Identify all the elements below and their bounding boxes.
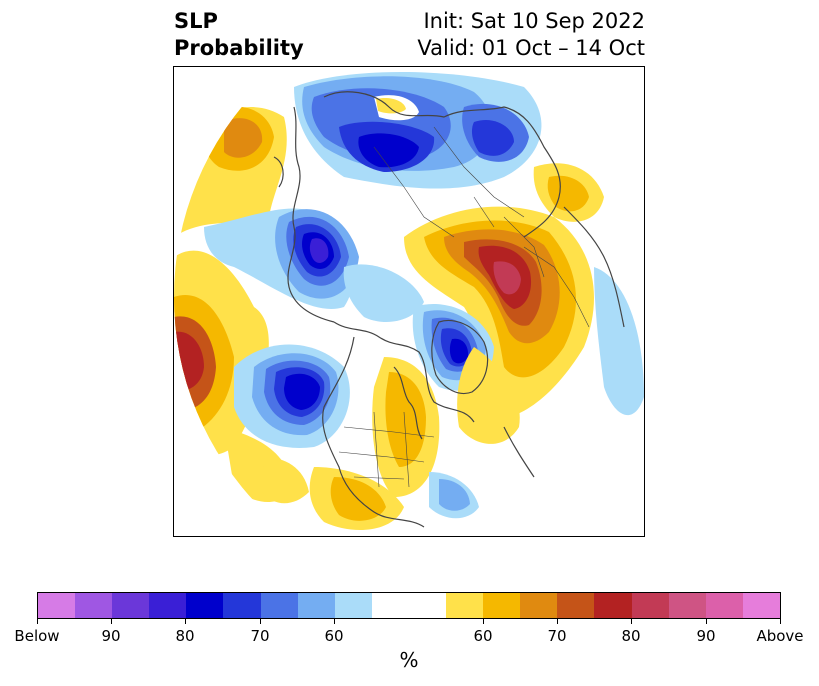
cbar-label-above-80: 80 — [621, 627, 641, 645]
cbar-seg-below-3 — [112, 593, 150, 618]
cbar-label-above-60: 60 — [473, 627, 493, 645]
coastlines — [273, 91, 625, 528]
cbar-seg-below-4 — [149, 593, 187, 618]
cbar-label-above: Above — [756, 627, 804, 645]
cbar-tick — [706, 619, 707, 624]
cbar-seg-below-1 — [38, 593, 76, 618]
cbar-seg-below-9 — [334, 593, 372, 618]
cbar-tick — [334, 619, 335, 624]
cbar-seg-below-8 — [297, 593, 335, 618]
cbar-tick — [780, 619, 781, 624]
probability-colorbar — [37, 592, 781, 619]
cbar-label-below: Below — [14, 627, 60, 645]
cbar-seg-above-1 — [446, 593, 484, 618]
cbar-tick — [260, 619, 261, 624]
map-canvas — [174, 67, 644, 536]
title-variable: SLP — [174, 9, 218, 33]
cbar-seg-below-5 — [186, 593, 224, 618]
cbar-tick — [111, 619, 112, 624]
forecast-dates: Init: Sat 10 Sep 2022 Valid: 01 Oct – 14… — [417, 8, 645, 62]
valid-range: Valid: 01 Oct – 14 Oct — [417, 36, 645, 60]
cbar-tick — [37, 619, 38, 624]
cbar-seg-above-3 — [520, 593, 558, 618]
cbar-tick — [557, 619, 558, 624]
cbar-seg-above-7 — [668, 593, 706, 618]
init-date: Init: Sat 10 Sep 2022 — [423, 9, 645, 33]
cbar-seg-neutral — [371, 593, 447, 618]
cbar-tick — [483, 619, 484, 624]
cbar-seg-above-5 — [594, 593, 632, 618]
cbar-label-below-70: 70 — [250, 627, 270, 645]
cbar-tick — [185, 619, 186, 624]
cbar-seg-above-9 — [742, 593, 780, 618]
cbar-label-above-90: 90 — [696, 627, 716, 645]
cbar-seg-above-8 — [705, 593, 743, 618]
cbar-seg-below-7 — [260, 593, 298, 618]
probability-map — [173, 66, 645, 537]
cbar-seg-above-2 — [483, 593, 521, 618]
cbar-seg-above-6 — [631, 593, 669, 618]
cbar-tick — [631, 619, 632, 624]
cbar-label-below-80: 80 — [175, 627, 195, 645]
country-borders — [338, 126, 590, 488]
cbar-label-below-60: 60 — [324, 627, 344, 645]
colorbar-unit: % — [399, 648, 419, 672]
map-title: SLP Probability — [174, 8, 304, 62]
cbar-seg-below-2 — [75, 593, 113, 618]
cbar-label-below-90: 90 — [101, 627, 121, 645]
cbar-seg-below-6 — [223, 593, 261, 618]
title-metric: Probability — [174, 36, 304, 60]
cbar-label-above-70: 70 — [547, 627, 567, 645]
cbar-seg-above-4 — [557, 593, 595, 618]
